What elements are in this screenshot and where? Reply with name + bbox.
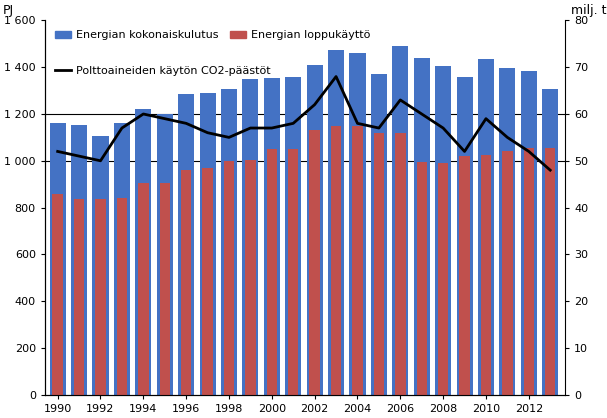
Bar — [478, 59, 494, 395]
Polttoaineiden käytön CO2-päästöt — [418, 112, 426, 117]
Bar — [138, 183, 149, 395]
Bar — [92, 136, 109, 395]
Polttoaineiden käytön CO2-päästöt — [118, 125, 126, 130]
Line: Polttoaineiden käytön CO2-päästöt: Polttoaineiden käytön CO2-päästöt — [58, 76, 550, 170]
Bar — [285, 76, 301, 395]
Bar — [307, 65, 323, 395]
Bar — [50, 123, 66, 395]
Text: milj. t: milj. t — [571, 4, 607, 17]
Bar — [160, 183, 170, 395]
Bar — [245, 160, 256, 395]
Bar — [71, 125, 87, 395]
Bar — [266, 149, 277, 395]
Bar — [371, 74, 387, 395]
Bar — [524, 148, 534, 395]
Polttoaineiden käytön CO2-päästöt — [525, 149, 532, 154]
Bar — [178, 94, 194, 395]
Bar — [181, 170, 191, 395]
Bar — [395, 133, 405, 395]
Polttoaineiden käytön CO2-päästöt — [268, 125, 276, 130]
Bar — [438, 163, 449, 395]
Bar — [328, 50, 344, 395]
Bar — [242, 79, 259, 395]
Bar — [414, 58, 430, 395]
Text: PJ: PJ — [3, 4, 15, 17]
Bar — [200, 93, 215, 395]
Polttoaineiden käytön CO2-päästöt — [75, 153, 83, 158]
Bar — [542, 89, 558, 395]
Bar — [74, 199, 84, 395]
Bar — [350, 53, 365, 395]
Polttoaineiden käytön CO2-päästöt — [483, 116, 490, 121]
Bar — [456, 76, 473, 395]
Bar — [264, 78, 280, 395]
Polttoaineiden käytön CO2-päästöt — [504, 135, 511, 140]
Polttoaineiden käytön CO2-päästöt — [396, 97, 404, 102]
Polttoaineiden käytön CO2-päästöt — [461, 149, 468, 154]
Polttoaineiden käytön CO2-päästöt — [140, 112, 147, 117]
Bar — [221, 89, 237, 395]
Bar — [95, 199, 106, 395]
Polttoaineiden käytön CO2-päästöt — [247, 125, 254, 130]
Polttoaineiden käytön CO2-päästöt — [354, 121, 361, 126]
Polttoaineiden käytön CO2-päästöt — [225, 135, 232, 140]
Polttoaineiden käytön CO2-päästöt — [333, 74, 340, 79]
Bar — [135, 110, 151, 395]
Bar — [352, 126, 363, 395]
Bar — [224, 161, 234, 395]
Polttoaineiden käytön CO2-päästöt — [161, 116, 168, 121]
Polttoaineiden käytön CO2-päästöt — [290, 121, 297, 126]
Bar — [331, 126, 341, 395]
Bar — [500, 69, 515, 395]
Bar — [52, 194, 63, 395]
Bar — [117, 198, 127, 395]
Bar — [288, 149, 299, 395]
Polttoaineiden käytön CO2-päästöt — [311, 102, 318, 107]
Polttoaineiden käytön CO2-päästöt — [183, 121, 190, 126]
Bar — [310, 130, 320, 395]
Bar — [374, 133, 384, 395]
Polttoaineiden käytön CO2-päästöt — [375, 125, 382, 130]
Bar — [435, 66, 451, 395]
Legend: Polttoaineiden käytön CO2-päästöt: Polttoaineiden käytön CO2-päästöt — [50, 61, 275, 80]
Bar — [202, 168, 213, 395]
Bar — [114, 123, 130, 395]
Bar — [545, 148, 555, 395]
Bar — [521, 71, 537, 395]
Polttoaineiden käytön CO2-päästöt — [97, 158, 104, 163]
Bar — [502, 151, 512, 395]
Bar — [481, 155, 491, 395]
Polttoaineiden käytön CO2-päästöt — [204, 130, 211, 135]
Bar — [157, 114, 173, 395]
Polttoaineiden käytön CO2-päästöt — [546, 168, 554, 173]
Bar — [392, 46, 409, 395]
Bar — [416, 162, 427, 395]
Polttoaineiden käytön CO2-päästöt — [439, 125, 447, 130]
Bar — [459, 156, 470, 395]
Polttoaineiden käytön CO2-päästöt — [54, 149, 61, 154]
